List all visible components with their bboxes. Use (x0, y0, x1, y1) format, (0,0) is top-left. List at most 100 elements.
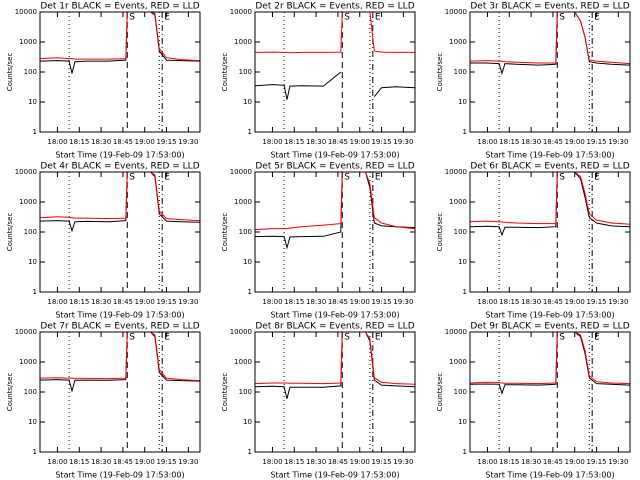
x-tick-label: 19:15 (156, 138, 176, 146)
y-tick-label: 10 (243, 98, 252, 106)
x-tick-label: 18:45 (328, 298, 348, 306)
y-tick-label: 1000 (19, 38, 37, 46)
y-tick-label: 1 (463, 128, 467, 136)
marker-label: S (559, 13, 565, 23)
x-tick-label: 18:00 (477, 298, 497, 306)
x-tick-label: 18:45 (328, 458, 348, 466)
marker-label: S (129, 13, 135, 23)
x-tick-label: 18:45 (543, 458, 563, 466)
x-tick-label: 18:30 (521, 298, 541, 306)
y-tick-label: 10000 (230, 328, 252, 336)
y-tick-label: 1000 (19, 358, 37, 366)
marker-label: S (344, 13, 350, 23)
x-tick-label: 19:30 (178, 298, 198, 306)
chart-title: Det 1r BLACK = Events, RED = LLD (40, 2, 199, 12)
x-tick-label: 18:30 (521, 458, 541, 466)
marker-label: S (129, 173, 135, 183)
x-tick-label: 19:30 (393, 458, 413, 466)
y-axis-label: Counts/sec (6, 213, 14, 252)
y-tick-label: 100 (24, 68, 37, 76)
x-tick-label: 18:15 (284, 458, 304, 466)
marker-label: S (344, 333, 350, 343)
chart-title: Det 6r BLACK = Events, RED = LLD (470, 162, 629, 172)
y-tick-label: 10000 (445, 168, 467, 176)
x-tick-label: 19:30 (608, 458, 628, 466)
x-tick-label: 19:00 (350, 138, 370, 146)
y-tick-label: 100 (239, 228, 252, 236)
marker-label: E (375, 333, 381, 343)
x-tick-label: 18:15 (69, 298, 89, 306)
series-line (254, 71, 416, 100)
chart-title: Det 5r BLACK = Events, RED = LLD (255, 162, 414, 172)
x-tick-label: 19:00 (350, 458, 370, 466)
chart-title: Det 4r BLACK = Events, RED = LLD (40, 162, 199, 172)
y-tick-label: 10 (28, 98, 37, 106)
x-axis-label: Start Time (19-Feb-09 17:53:00) (485, 311, 614, 320)
x-axis-label: Start Time (19-Feb-09 17:53:00) (55, 471, 184, 480)
y-tick-label: 100 (454, 388, 467, 396)
x-tick-label: 18:45 (328, 138, 348, 146)
plot-frame (39, 331, 201, 453)
x-tick-label: 18:30 (306, 138, 326, 146)
x-axis-label: Start Time (19-Feb-09 17:53:00) (270, 311, 399, 320)
plot-frame (469, 331, 631, 453)
y-tick-label: 10 (243, 418, 252, 426)
x-tick-label: 18:00 (262, 458, 282, 466)
x-tick-label: 19:30 (178, 138, 198, 146)
y-axis-label: Counts/sec (221, 53, 229, 92)
x-tick-label: 19:15 (586, 458, 606, 466)
y-tick-label: 1 (33, 288, 37, 296)
y-axis-label: Counts/sec (6, 373, 14, 412)
x-tick-label: 18:45 (113, 138, 133, 146)
y-tick-label: 10 (458, 98, 467, 106)
y-tick-label: 1 (463, 448, 467, 456)
x-tick-label: 18:30 (521, 138, 541, 146)
marker-label: S (344, 173, 350, 183)
y-tick-label: 1 (248, 288, 252, 296)
y-tick-label: 100 (239, 68, 252, 76)
x-tick-label: 18:30 (306, 458, 326, 466)
plot-frame (254, 331, 416, 453)
x-tick-label: 18:00 (47, 138, 67, 146)
y-axis-label: Counts/sec (436, 53, 444, 92)
y-tick-label: 1000 (234, 358, 252, 366)
x-axis-label: Start Time (19-Feb-09 17:53:00) (270, 151, 399, 160)
y-tick-label: 1000 (234, 38, 252, 46)
x-axis-label: Start Time (19-Feb-09 17:53:00) (485, 471, 614, 480)
x-tick-label: 19:00 (350, 298, 370, 306)
x-tick-label: 18:15 (499, 458, 519, 466)
marker-label: E (594, 13, 600, 23)
y-tick-label: 10000 (230, 8, 252, 16)
chart-title: Det 9r BLACK = Events, RED = LLD (470, 322, 629, 332)
y-axis-label: Counts/sec (6, 53, 14, 92)
y-tick-label: 10 (458, 418, 467, 426)
x-tick-label: 18:45 (113, 298, 133, 306)
x-tick-label: 19:30 (393, 138, 413, 146)
x-tick-label: 18:00 (47, 458, 67, 466)
plot-frame (39, 171, 201, 293)
x-tick-label: 18:45 (543, 298, 563, 306)
x-tick-label: 18:30 (91, 458, 111, 466)
y-axis-label: Counts/sec (221, 213, 229, 252)
x-tick-label: 19:00 (135, 138, 155, 146)
x-axis-label: Start Time (19-Feb-09 17:53:00) (270, 471, 399, 480)
x-tick-label: 19:30 (608, 298, 628, 306)
x-tick-label: 19:15 (156, 458, 176, 466)
x-tick-label: 19:00 (565, 298, 585, 306)
y-tick-label: 1 (248, 448, 252, 456)
y-tick-label: 1000 (449, 38, 467, 46)
chart-title: Det 8r BLACK = Events, RED = LLD (255, 322, 414, 332)
x-tick-label: 19:30 (393, 298, 413, 306)
marker-label: S (129, 333, 135, 343)
x-tick-label: 18:15 (284, 298, 304, 306)
marker-label: S (559, 333, 565, 343)
plot-frame (254, 171, 416, 293)
y-tick-label: 100 (24, 228, 37, 236)
x-tick-label: 18:30 (306, 298, 326, 306)
y-tick-label: 1 (463, 288, 467, 296)
plot-frame (254, 11, 416, 133)
x-tick-label: 18:15 (284, 138, 304, 146)
y-tick-label: 1000 (449, 358, 467, 366)
